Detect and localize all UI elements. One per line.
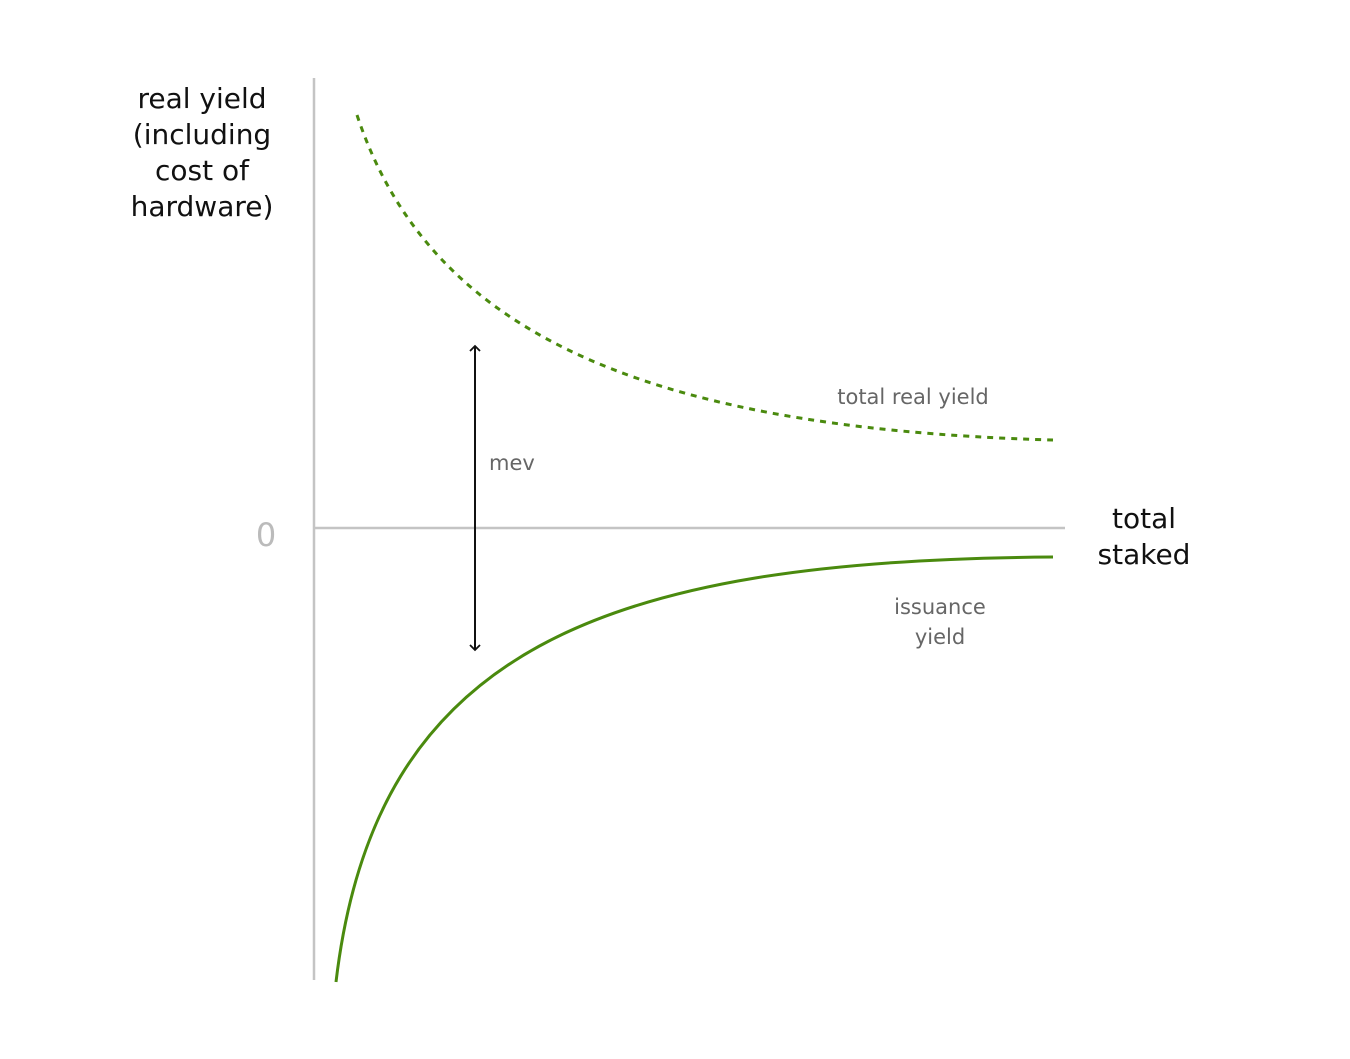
curve-label: total real yield — [837, 385, 989, 409]
mev-label: mev — [489, 451, 535, 475]
x-axis-label: staked — [1098, 538, 1191, 571]
y-axis-label: hardware) — [131, 190, 274, 223]
y-axis-label: (including — [133, 118, 271, 151]
curve-label: issuance — [894, 595, 986, 619]
issuance-yield-curve — [334, 555, 1054, 983]
y-axis-label: real yield — [137, 82, 266, 115]
x-axis-label: total — [1112, 502, 1176, 535]
curve-label: yield — [915, 625, 965, 649]
y-axis-label: cost of — [155, 154, 250, 187]
total-real-yield-curve — [355, 114, 1054, 442]
zero-label: 0 — [256, 516, 276, 554]
